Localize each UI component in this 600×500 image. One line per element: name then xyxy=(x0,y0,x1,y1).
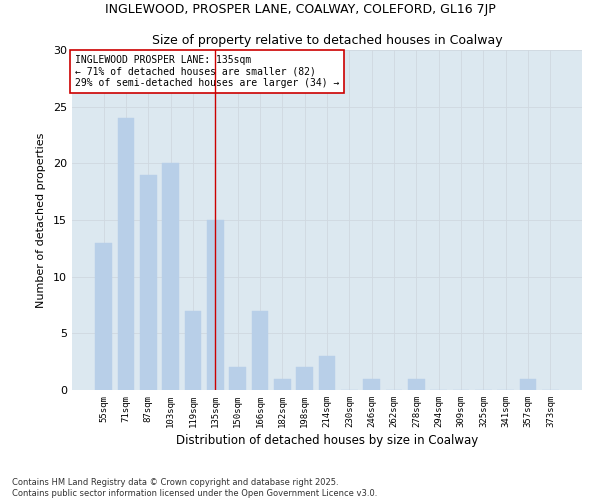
X-axis label: Distribution of detached houses by size in Coalway: Distribution of detached houses by size … xyxy=(176,434,478,447)
Y-axis label: Number of detached properties: Number of detached properties xyxy=(36,132,46,308)
Bar xyxy=(162,164,179,390)
Bar xyxy=(207,220,224,390)
Bar xyxy=(520,378,536,390)
Bar xyxy=(118,118,134,390)
Text: INGLEWOOD PROSPER LANE: 135sqm
← 71% of detached houses are smaller (82)
29% of : INGLEWOOD PROSPER LANE: 135sqm ← 71% of … xyxy=(74,55,339,88)
Bar xyxy=(296,368,313,390)
Title: Size of property relative to detached houses in Coalway: Size of property relative to detached ho… xyxy=(152,34,502,48)
Bar xyxy=(274,378,290,390)
Bar xyxy=(95,242,112,390)
Text: INGLEWOOD, PROSPER LANE, COALWAY, COLEFORD, GL16 7JP: INGLEWOOD, PROSPER LANE, COALWAY, COLEFO… xyxy=(104,2,496,16)
Bar xyxy=(319,356,335,390)
Bar xyxy=(408,378,425,390)
Bar xyxy=(140,174,157,390)
Text: Contains HM Land Registry data © Crown copyright and database right 2025.
Contai: Contains HM Land Registry data © Crown c… xyxy=(12,478,377,498)
Bar xyxy=(185,310,202,390)
Bar xyxy=(251,310,268,390)
Bar xyxy=(364,378,380,390)
Bar xyxy=(229,368,246,390)
